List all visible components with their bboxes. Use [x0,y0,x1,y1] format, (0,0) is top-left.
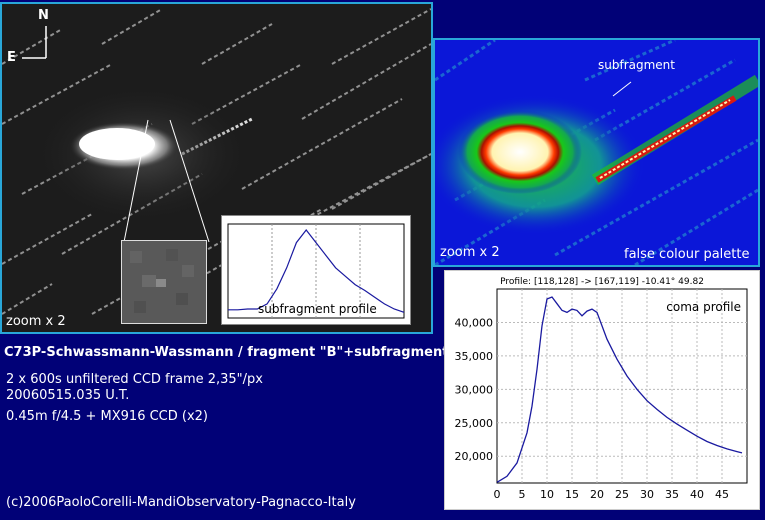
x-tick-label: 15 [565,488,579,501]
compass-north-label: N [38,8,49,23]
date-info: 20060515.035 U.T. [6,388,130,403]
y-tick-label: 30,000 [455,383,494,396]
x-tick-label: 20 [590,488,604,501]
copyright: (c)2006PaoloCorelli-MandiObservatory-Pag… [6,495,356,510]
subfragment-profile-label: subfragment profile [258,302,377,316]
y-tick-label: 40,000 [455,316,494,329]
x-tick-label: 5 [519,488,526,501]
false-colour-image: subfragment zoom x 2 false colour palett… [433,38,760,267]
subfragment-label: subfragment [598,58,675,72]
compass-east-label: E [7,50,16,65]
x-tick-label: 40 [690,488,704,501]
chart-title: Profile: [118,128] -> [167,119] -10.41° … [500,277,704,287]
coma-profile-line [496,296,743,483]
x-tick-label: 30 [640,488,654,501]
false-colour-zoom-label: zoom x 2 [440,245,500,260]
legend-label: coma profile [666,300,741,314]
subfragment-profile-svg [227,223,405,319]
y-tick-label: 20,000 [455,450,494,463]
subfragment-zoom-inset [121,240,207,324]
palette-label: false colour palette [624,247,750,262]
subfragment-profile-line [228,229,405,313]
image-title: C73P-Schwassmann-Wassmann / fragment "B"… [4,345,449,360]
coma-profile-chart: Profile: [118,128] -> [167,119] -10.41° … [444,270,760,510]
x-tick-label: 45 [715,488,729,501]
subfragment-profile-chart: subfragment profile [221,215,411,325]
coma-profile-svg: Profile: [118,128] -> [167,119] -10.41° … [455,277,748,501]
instrument-info: 0.45m f/4.5 + MX916 CCD (x2) [6,409,209,424]
x-tick-label: 0 [494,488,501,501]
exposure-info: 2 x 600s unfiltered CCD frame 2,35"/px [6,372,263,387]
x-tick-label: 25 [615,488,629,501]
x-tick-label: 10 [540,488,554,501]
y-tick-label: 25,000 [455,417,494,430]
y-tick-label: 35,000 [455,350,494,363]
x-tick-label: 35 [665,488,679,501]
zoom-label: zoom x 2 [6,314,66,329]
false-colour-render [435,40,758,265]
